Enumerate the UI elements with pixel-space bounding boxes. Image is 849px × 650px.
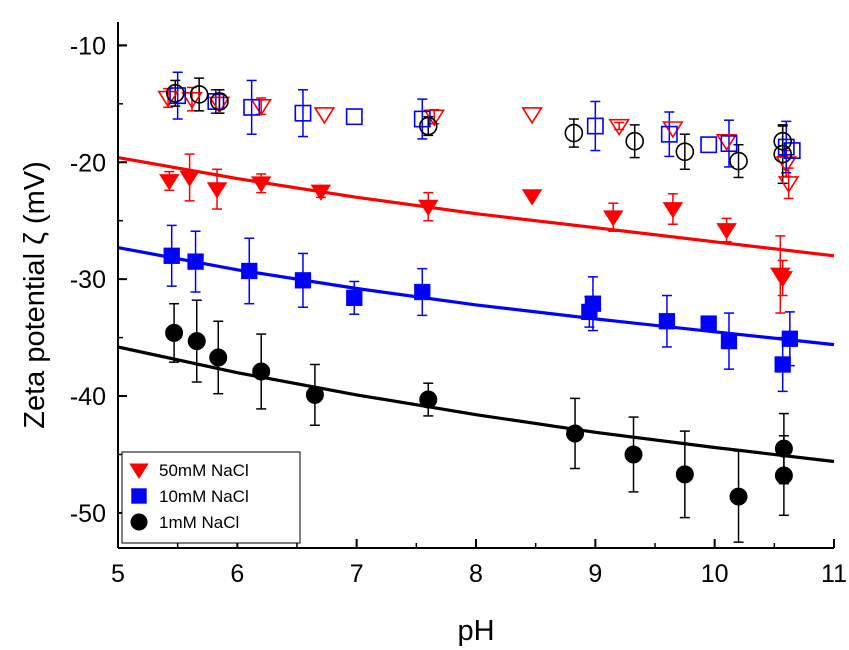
y-tick-label-4: -10 bbox=[70, 32, 106, 60]
x-tick-label-3: 8 bbox=[469, 560, 483, 588]
data-point-s4-p2 bbox=[243, 98, 261, 116]
data-point-s0-p11 bbox=[772, 271, 793, 288]
data-point-s5-p3 bbox=[418, 116, 438, 136]
data-point-s0-p0 bbox=[159, 174, 180, 191]
data-point-s0-p7 bbox=[602, 210, 624, 227]
data-point-s5-p6 bbox=[675, 142, 695, 162]
y-tick-label-0: -50 bbox=[70, 500, 106, 528]
data-point-s2-p7 bbox=[624, 445, 643, 464]
data-point-s5-p8 bbox=[773, 131, 792, 151]
legend-label-0: 50mM NaCl bbox=[159, 461, 249, 480]
data-point-s0-p3 bbox=[250, 176, 272, 193]
data-point-s1-p4 bbox=[346, 289, 363, 307]
data-point-s3-p9 bbox=[715, 134, 738, 152]
data-point-s3-p6 bbox=[521, 107, 543, 125]
legend-label-2: 1mM NaCl bbox=[159, 513, 239, 532]
data-point-s1-p11 bbox=[774, 356, 791, 373]
data-point-s1-p12 bbox=[781, 330, 798, 347]
data-point-s1-p2 bbox=[241, 262, 258, 280]
data-point-s3-p11 bbox=[777, 176, 800, 194]
data-point-s2-p5 bbox=[419, 390, 438, 409]
data-point-s2-p0 bbox=[165, 323, 184, 342]
data-point-s2-p11 bbox=[774, 466, 793, 485]
y-tick-label-2: -30 bbox=[70, 266, 106, 294]
data-point-s3-p0 bbox=[157, 90, 179, 108]
data-point-s2-p1 bbox=[187, 332, 206, 351]
x-tick-label-4: 9 bbox=[588, 560, 602, 588]
data-point-s1-p0 bbox=[163, 247, 180, 264]
data-point-s3-p7 bbox=[608, 118, 630, 137]
data-point-s1-p9 bbox=[700, 315, 717, 332]
data-point-s3-p8 bbox=[662, 121, 684, 139]
data-point-s1-p7 bbox=[584, 295, 602, 312]
legend: 50mM NaCl 10mM NaCl 1mM NaCl bbox=[121, 451, 301, 544]
markers-layer bbox=[157, 84, 801, 506]
data-point-s0-p4 bbox=[310, 184, 332, 201]
fit-line-s1 bbox=[117, 246, 835, 347]
data-point-s5-p0 bbox=[165, 84, 185, 103]
data-point-s3-p4 bbox=[313, 107, 336, 125]
data-point-s4-p6 bbox=[586, 117, 604, 135]
legend-marker-2 bbox=[130, 513, 148, 531]
legend-label-1: 10mM NaCl bbox=[159, 487, 249, 506]
data-point-s2-p3 bbox=[252, 362, 271, 381]
y-tick-label-3: -20 bbox=[70, 149, 106, 177]
data-point-s3-p3 bbox=[250, 98, 272, 117]
data-point-s2-p6 bbox=[566, 424, 585, 443]
data-point-s0-p1 bbox=[179, 170, 200, 187]
fit-line-s0 bbox=[117, 156, 835, 258]
data-point-s1-p1 bbox=[187, 253, 204, 270]
data-point-s4-p5 bbox=[413, 110, 431, 128]
data-point-s0-p2 bbox=[206, 182, 228, 199]
data-point-s5-p5 bbox=[625, 131, 645, 151]
data-point-s1-p10 bbox=[720, 332, 738, 350]
data-point-s5-p7 bbox=[729, 151, 748, 171]
data-point-s2-p4 bbox=[305, 385, 324, 404]
fit-lines-layer bbox=[117, 156, 835, 464]
data-point-s2-p9 bbox=[729, 487, 748, 506]
data-point-s4-p8 bbox=[700, 136, 718, 154]
data-point-s1-p8 bbox=[658, 313, 676, 330]
legend-box bbox=[121, 451, 301, 544]
legend-marker-1 bbox=[131, 488, 147, 504]
x-tick-label-1: 6 bbox=[230, 560, 244, 588]
x-tick-label-6: 11 bbox=[821, 560, 847, 588]
x-tick-label-0: 5 bbox=[111, 560, 125, 588]
data-point-s0-p9 bbox=[716, 223, 737, 240]
data-point-s4-p4 bbox=[345, 108, 363, 126]
data-point-s2-p2 bbox=[209, 348, 228, 367]
data-point-s1-p3 bbox=[294, 272, 312, 289]
y-axis-label: Zeta potential ζ (mV) bbox=[19, 161, 51, 428]
ticks-layer: 5 6 7 8 9 10 11 -50 -40 -30 -20 -10 bbox=[70, 32, 847, 588]
data-point-s0-p6 bbox=[521, 189, 543, 206]
data-point-s5-p2 bbox=[210, 92, 229, 111]
data-point-s4-p3 bbox=[294, 104, 312, 122]
data-point-s0-p8 bbox=[662, 202, 684, 219]
data-point-s4-p11 bbox=[783, 142, 801, 160]
data-point-s4-p7 bbox=[660, 125, 678, 143]
data-point-s3-p10 bbox=[775, 156, 798, 174]
fit-line-s2 bbox=[117, 345, 835, 464]
data-point-s2-p10 bbox=[774, 439, 793, 458]
data-point-s5-p1 bbox=[189, 85, 209, 104]
data-point-s5-p4 bbox=[564, 123, 584, 143]
legend-marker-0 bbox=[129, 463, 149, 479]
data-point-s0-p5 bbox=[418, 199, 439, 217]
data-point-s2-p8 bbox=[675, 465, 694, 484]
y-tick-label-1: -40 bbox=[70, 383, 106, 411]
data-point-s5-p9 bbox=[773, 144, 792, 164]
data-point-s4-p9 bbox=[720, 135, 738, 153]
data-point-s1-p5 bbox=[414, 283, 431, 301]
x-axis-label: pH bbox=[457, 615, 494, 647]
x-tick-label-2: 7 bbox=[350, 560, 364, 588]
data-point-s3-p1 bbox=[181, 91, 203, 110]
x-tick-label-5: 10 bbox=[701, 560, 729, 588]
data-point-s4-p0 bbox=[169, 87, 187, 105]
